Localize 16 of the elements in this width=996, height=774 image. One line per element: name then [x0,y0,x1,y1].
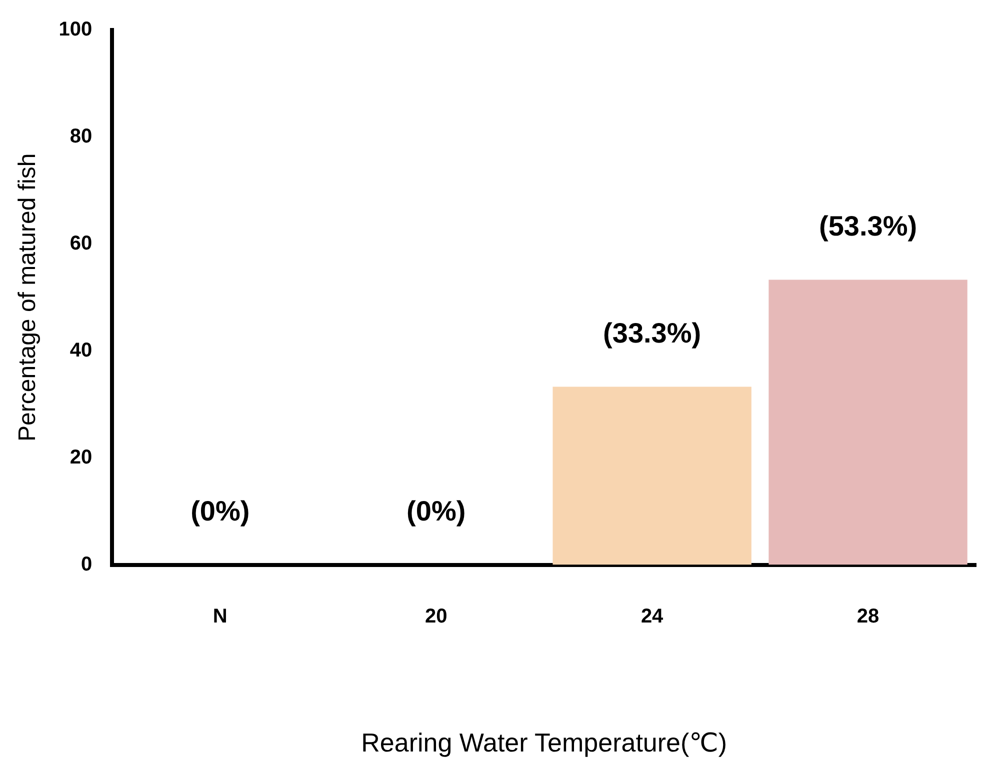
data-label: (0%) [190,496,250,527]
y-tick-label: 100 [58,18,92,41]
data-label: (0%) [406,496,466,527]
data-label: (53.3%) [819,210,918,242]
x-tick-label: 24 [640,605,664,628]
x-axis-title: Rearing Water Temperature(℃) [361,728,728,758]
x-tick-label: N [212,605,228,628]
y-tick-label: 20 [70,446,92,468]
x-tick-label: 28 [856,605,880,628]
y-axis-title: Percentage of matured fish [14,153,42,442]
y-tick-label: 80 [70,125,92,148]
y-tick-label: 60 [70,232,92,254]
y-tick-label: 0 [81,553,92,576]
y-tick-label: 40 [70,339,92,362]
data-label: (33.3%) [603,317,702,348]
x-tick-label: 20 [424,605,448,628]
